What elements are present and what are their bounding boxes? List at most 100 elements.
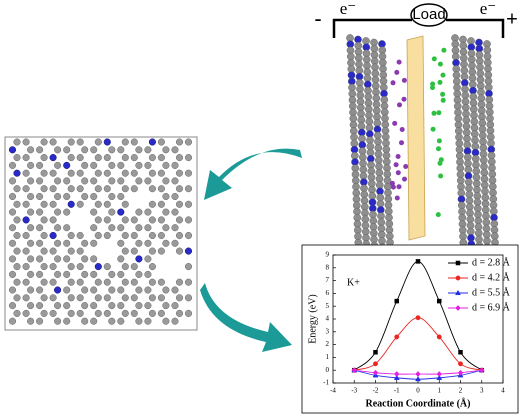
atom <box>22 138 30 146</box>
marker <box>455 275 461 281</box>
atom <box>8 161 17 169</box>
atom <box>40 294 48 302</box>
atom <box>148 185 156 193</box>
atom <box>54 239 62 247</box>
atom <box>76 185 84 193</box>
atom <box>144 286 152 294</box>
atom <box>40 216 48 224</box>
atom <box>108 161 116 169</box>
atom <box>76 247 84 255</box>
atom <box>184 169 193 177</box>
atom <box>162 161 170 169</box>
y-tick-label: 4 <box>326 315 330 323</box>
x-tick-label: -2 <box>373 387 379 395</box>
atom <box>130 154 138 162</box>
marker <box>415 315 421 321</box>
marker <box>455 289 461 296</box>
atom <box>54 208 62 216</box>
y-tick-label: 2 <box>326 340 330 348</box>
atom <box>135 146 143 154</box>
atom <box>40 200 48 208</box>
atom <box>54 192 62 201</box>
atom <box>157 154 165 162</box>
atom <box>40 185 48 193</box>
atom <box>27 177 35 185</box>
atom <box>175 154 184 162</box>
atom <box>54 302 62 310</box>
atom <box>63 286 71 294</box>
atom <box>67 138 75 146</box>
atom <box>13 309 21 317</box>
atom <box>162 224 170 232</box>
atom <box>175 309 184 317</box>
atom <box>54 270 62 278</box>
marker <box>436 374 443 380</box>
atom <box>90 255 98 263</box>
atom <box>76 169 84 177</box>
atom <box>27 270 35 278</box>
atom <box>135 177 143 185</box>
y-tick-label: 6 <box>326 289 330 297</box>
atom <box>90 286 98 294</box>
marker <box>415 259 421 264</box>
atom <box>13 138 21 146</box>
ion <box>401 96 407 102</box>
atom <box>54 146 62 154</box>
atom <box>175 138 184 146</box>
atom <box>103 309 111 317</box>
ion <box>436 146 441 152</box>
atom <box>8 224 17 232</box>
atom <box>36 161 44 169</box>
atom <box>27 208 35 216</box>
atom <box>184 294 193 302</box>
legend-label: d = 5.5 Å <box>472 286 511 298</box>
atom <box>63 302 71 310</box>
atom <box>121 309 129 317</box>
atom <box>8 192 17 201</box>
atom <box>8 317 17 325</box>
atom <box>13 247 21 255</box>
ion <box>395 170 401 176</box>
marker <box>437 298 442 304</box>
marker <box>394 371 400 378</box>
atom <box>49 200 57 208</box>
ion <box>389 180 395 186</box>
atom <box>121 231 129 240</box>
atom <box>184 309 193 317</box>
atom <box>36 270 44 278</box>
atom <box>148 309 156 317</box>
atom <box>8 270 17 278</box>
atom <box>40 169 48 177</box>
graphene-sheet <box>8 138 193 325</box>
minus-sign: - <box>314 6 321 31</box>
atom <box>130 169 138 177</box>
atom <box>162 239 170 247</box>
atom <box>171 224 179 232</box>
atom <box>135 286 143 294</box>
atom <box>108 192 116 201</box>
load-label: Load <box>412 6 445 23</box>
atom <box>94 185 102 193</box>
atom <box>40 247 48 255</box>
atom <box>144 208 152 216</box>
marker <box>479 367 485 374</box>
y-tick-label: 0 <box>326 366 330 374</box>
plus-sign: + <box>506 8 518 30</box>
atom <box>121 154 129 162</box>
ion <box>440 97 446 103</box>
atom <box>22 309 30 317</box>
atom <box>157 216 165 224</box>
atom <box>162 317 170 325</box>
electron-label: e⁻ <box>340 0 357 18</box>
ion <box>437 79 443 85</box>
atom <box>171 161 179 169</box>
atom <box>148 169 156 177</box>
ion <box>393 162 399 168</box>
atom <box>121 138 129 146</box>
atom <box>171 146 179 154</box>
atom <box>135 224 143 232</box>
y-tick-label: 9 <box>326 251 330 259</box>
atom <box>162 286 170 294</box>
atom <box>121 294 129 302</box>
marker <box>373 350 378 355</box>
